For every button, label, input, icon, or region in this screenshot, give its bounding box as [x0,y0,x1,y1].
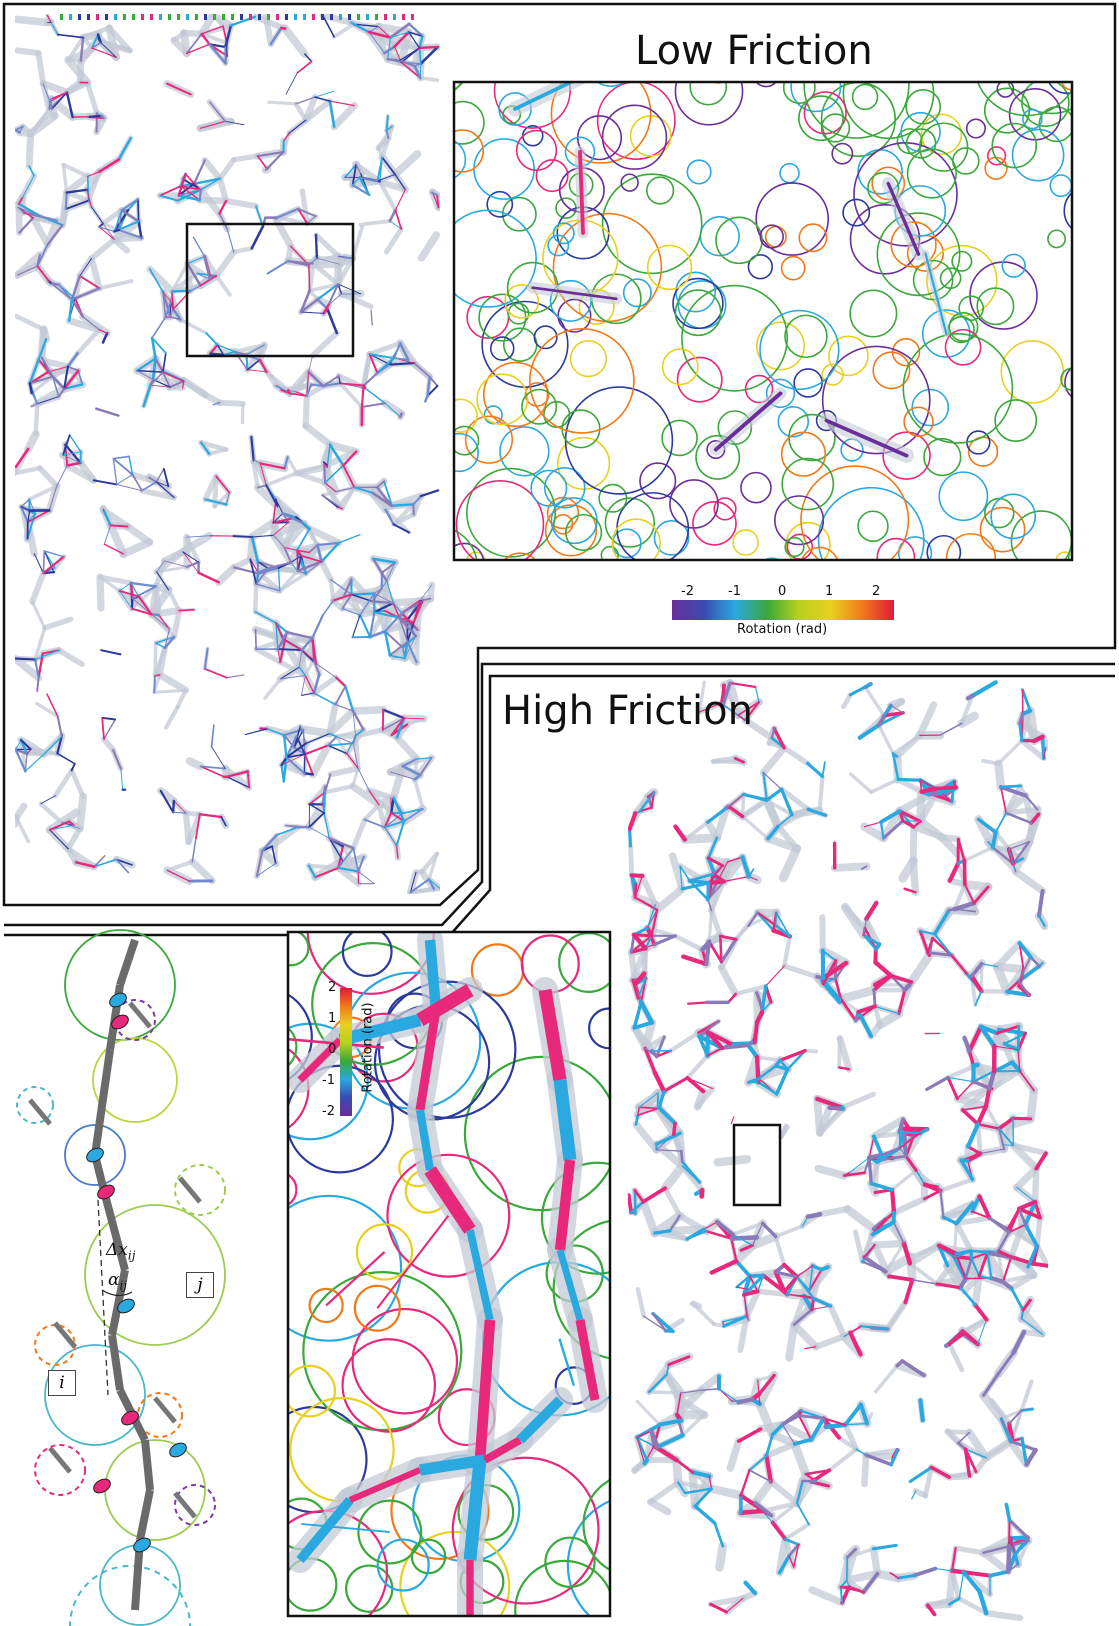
particle-j-label: j [186,1272,214,1298]
colorbar-h-tick: -1 [728,584,741,599]
colorbar-horizontal [672,600,894,620]
colorbar-vertical-label: Rotation (rad) [360,1002,376,1093]
colorbar-v-tick: 1 [328,1011,337,1026]
colorbar-h-tick: 1 [825,584,834,599]
colorbar-h-tick: 0 [778,584,787,599]
delta-x-label: Δxij [106,1240,136,1263]
colorbar-v-tick: -1 [322,1073,335,1088]
colorbar-vertical [340,988,352,1116]
colorbar-horizontal-label: Rotation (rad) [737,622,828,637]
low-friction-title: Low Friction [635,28,873,74]
colorbar-v-tick: 0 [328,1042,337,1057]
colorbar-v-tick: 2 [328,980,337,995]
colorbar-v-tick: -2 [322,1104,335,1119]
alpha-label: αij [108,1270,128,1293]
colorbar-h-tick: -2 [681,584,694,599]
high-friction-title: High Friction [502,688,753,734]
colorbar-h-tick: 2 [872,584,881,599]
particle-i-label: i [48,1370,76,1396]
